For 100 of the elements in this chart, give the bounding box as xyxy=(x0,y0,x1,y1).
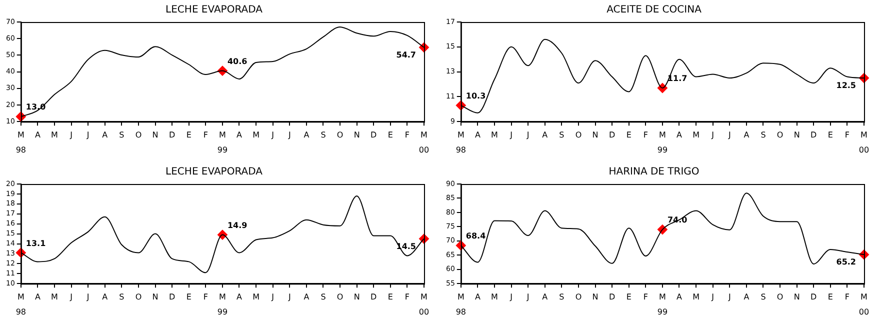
x-tick-label: M xyxy=(51,292,58,302)
x-tick-label: E xyxy=(828,292,833,302)
x-tick-label: F xyxy=(643,292,648,302)
x-tick-label: J xyxy=(287,130,291,140)
x-tick-label: O xyxy=(776,292,784,302)
x-tick-label: S xyxy=(119,130,124,140)
x-tick-label: M 98 xyxy=(456,130,466,154)
x-tick-label: E xyxy=(388,130,393,140)
x-tick-label: J xyxy=(710,130,714,140)
x-tick-label: N xyxy=(592,292,598,302)
x-tick-label: E xyxy=(626,292,632,302)
x-tick-label: M xyxy=(51,130,58,140)
x-tick-label: S xyxy=(559,292,564,302)
x-tick-label: J xyxy=(727,130,731,140)
x-tick-label: M xyxy=(252,130,260,140)
x-tick-label: E xyxy=(186,130,192,140)
x-tick-label: M xyxy=(692,130,700,140)
x-tick-label: E xyxy=(388,292,393,302)
x-tick-label: N xyxy=(592,130,598,140)
x-tick-label: J xyxy=(509,130,512,140)
x-tick-label: N xyxy=(354,130,360,140)
x-tick-label: A xyxy=(542,130,548,140)
x-tick-label: A xyxy=(744,292,750,302)
x-tick-label: E xyxy=(828,130,833,140)
x-tick-label: N xyxy=(152,130,158,140)
chart-title: LECHE EVAPORADA xyxy=(166,4,263,16)
x-tick-label: A xyxy=(542,292,548,302)
x-tick-label: J xyxy=(69,130,72,140)
x-tick-label: J xyxy=(526,130,530,140)
x-tick-label: D xyxy=(168,130,176,140)
x-tick-label: J xyxy=(86,292,90,302)
x-tick-label: A xyxy=(34,292,41,302)
x-tick-label: N xyxy=(152,292,158,302)
x-tick-label: F xyxy=(203,292,208,302)
data-label: 65.2 xyxy=(836,258,856,267)
x-tick-label: A xyxy=(34,130,41,140)
data-label: 10.3 xyxy=(466,91,486,100)
x-tick-label: J xyxy=(270,292,274,302)
x-tick-label: M 99 xyxy=(657,130,668,154)
x-tick-label: S xyxy=(559,130,564,140)
x-tick-label: J xyxy=(710,292,714,302)
x-tick-label: M xyxy=(491,292,498,302)
x-tick-label: A xyxy=(474,130,481,140)
data-label: 54.7 xyxy=(396,50,416,60)
x-tick-label: M xyxy=(252,292,260,302)
x-tick-label: E xyxy=(626,130,632,140)
x-tick-label: J xyxy=(69,292,72,302)
data-label: 68.4 xyxy=(466,232,486,241)
x-tick-label: A xyxy=(102,130,108,140)
x-tick-label: O xyxy=(575,130,582,140)
x-tick-label: A xyxy=(304,130,310,140)
x-tick-label: F xyxy=(203,130,208,140)
x-tick-label: A xyxy=(102,292,108,302)
x-tick-label: F xyxy=(844,130,850,140)
x-tick-label: J xyxy=(509,292,512,302)
x-tick-label: J xyxy=(727,292,731,302)
x-tick-label: M 99 xyxy=(217,130,228,154)
x-tick-label: F xyxy=(404,130,410,140)
x-tick-label: S xyxy=(320,292,326,302)
x-tick-label: A xyxy=(744,130,750,140)
x-tick-label: O xyxy=(575,292,582,302)
x-tick-label: M 99 xyxy=(217,292,228,316)
x-tick-label: M 00 xyxy=(418,130,430,154)
x-tick-label: D xyxy=(608,292,616,302)
chart-title: LECHE EVAPORADA xyxy=(166,166,263,178)
x-tick-label: O xyxy=(336,130,344,140)
x-tick-label: D xyxy=(370,130,377,140)
x-tick-label: S xyxy=(320,130,326,140)
x-tick-label: N xyxy=(794,292,800,302)
data-label: 12.5 xyxy=(836,81,856,90)
x-tick-label: S xyxy=(760,130,766,140)
x-tick-label: O xyxy=(135,130,142,140)
x-tick-label: M 00 xyxy=(418,292,430,316)
x-tick-label: D xyxy=(168,292,176,302)
x-tick-label: N xyxy=(794,130,800,140)
x-tick-label: A xyxy=(474,292,481,302)
x-tick-label: M 98 xyxy=(16,130,26,154)
x-tick-label: S xyxy=(760,292,766,302)
x-tick-label: S xyxy=(119,292,124,302)
data-label: 13.1 xyxy=(26,238,46,248)
x-tick-label: F xyxy=(404,292,410,302)
x-tick-label: E xyxy=(186,292,192,302)
x-tick-label: J xyxy=(86,130,90,140)
x-tick-label: F xyxy=(844,292,850,302)
x-tick-label: M xyxy=(692,292,700,302)
x-tick-label: A xyxy=(676,130,683,140)
data-label: 40.6 xyxy=(227,56,248,66)
x-tick-label: O xyxy=(336,292,344,302)
x-tick-label: M 98 xyxy=(16,292,26,316)
chart-title: HARINA DE TRIGO xyxy=(608,166,700,178)
x-tick-label: A xyxy=(676,292,683,302)
x-tick-label: O xyxy=(776,130,784,140)
x-tick-label: D xyxy=(810,292,817,302)
x-tick-label: J xyxy=(270,130,274,140)
x-tick-label: M 98 xyxy=(456,292,466,316)
x-tick-label: A xyxy=(236,292,243,302)
x-tick-label: M 00 xyxy=(858,292,870,316)
chart-title: ACEITE DE COCINA xyxy=(606,4,702,16)
x-tick-label: A xyxy=(236,130,243,140)
x-tick-label: J xyxy=(526,292,530,302)
